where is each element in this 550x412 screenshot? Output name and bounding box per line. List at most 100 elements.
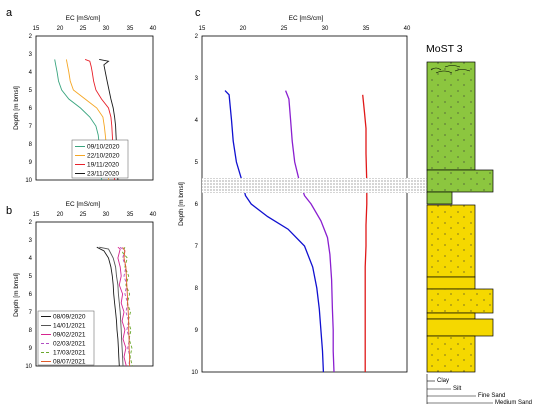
panel-c-y-axis-label: Depth [m bmsl] — [178, 182, 185, 226]
log-layer-silt-lamination — [430, 65, 471, 74]
panel-c-y-tick: 4 — [195, 118, 199, 124]
panel-c-y-tick: 2 — [195, 34, 199, 40]
panel-a-y-axis-label: Depth [m bmsl] — [13, 86, 20, 130]
panel-b-y-tick: 10 — [25, 364, 32, 370]
panel-a-y-tick: 10 — [25, 178, 32, 184]
legend-entry: 09/02/2021 — [53, 332, 86, 339]
log-layer-medium-sand-1-texture — [427, 289, 493, 313]
panel-c-x-axis-label: EC [mS/cm] — [289, 15, 324, 22]
legend-entry: 14/01/2021 — [53, 323, 86, 330]
legend-entry: 08/09/2020 — [53, 314, 86, 321]
panel-b-x-tick: 20 — [57, 212, 64, 218]
legend-entry: 22/10/2020 — [87, 153, 120, 160]
panel-c-y-tick: 6 — [195, 202, 199, 208]
panel-label-b: b — [6, 205, 12, 217]
panel-a-x-tick: 15 — [33, 26, 40, 32]
panel-a: a EC [mS/cm] 15 20 25 30 35 40 2 3 4 5 6… — [6, 7, 157, 184]
log-layer-sand-4-texture — [427, 336, 475, 372]
panel-b-y-tick: 4 — [29, 256, 33, 262]
log-layer-medium-sand-2 — [426, 318, 494, 337]
panel-a-frame — [35, 35, 154, 181]
panel-b-x-tick: 15 — [33, 212, 40, 218]
panel-c-y-tick: 7 — [195, 244, 199, 250]
grain-label-fine-sand: Fine Sand — [478, 393, 505, 399]
panel-a-x-tick: 25 — [80, 26, 87, 32]
panel-c-x-tick: 20 — [240, 26, 247, 32]
panel-a-y-tick: 5 — [29, 88, 33, 94]
legend-entry: 02/03/2021 — [53, 341, 86, 348]
panel-a-x-tick: 40 — [150, 26, 157, 32]
log-layer-silt-texture — [427, 62, 475, 170]
log-layer-silt-thin — [426, 191, 453, 205]
log-layer-sand-3 — [426, 312, 476, 320]
panel-c-x-tick: 15 — [199, 26, 206, 32]
panel-c-y-tick: 8 — [195, 286, 199, 292]
series-line-b-0 — [96, 246, 120, 367]
panel-b-y-tick: 3 — [29, 238, 33, 244]
series-line-c-0 — [224, 90, 325, 373]
legend-entry: 17/03/2021 — [53, 350, 86, 357]
panel-b-x-tick: 40 — [150, 212, 157, 218]
panel-c-y-tick: 3 — [195, 76, 199, 82]
panel-b-y-tick: 8 — [29, 328, 33, 334]
panel-a-x-axis-label: EC [mS/cm] — [66, 15, 101, 22]
log-layer-sand-1-texture — [427, 205, 475, 277]
panel-label-c: c — [195, 7, 201, 19]
legend-entry: 08/07/2021 — [53, 359, 86, 366]
panel-a-y-tick: 6 — [29, 106, 33, 112]
log-title: MoST 3 — [426, 43, 463, 55]
panel-c-x-tick: 40 — [404, 26, 411, 32]
panel-c-x-tick: 35 — [363, 26, 370, 32]
panel-c: c EC [mS/cm] 15 20 25 30 35 40 2 3 4 5 6… — [178, 7, 411, 376]
lithology-log: MoST 3 Clay Silt Fine Sand Medium Sand — [426, 43, 532, 406]
panel-a-y-tick: 9 — [29, 160, 33, 166]
panel-b: b EC [mS/cm] 15 20 25 30 35 40 2 3 4 5 6… — [6, 201, 157, 370]
panel-b-y-tick: 5 — [29, 274, 33, 280]
panel-c-marks — [224, 90, 368, 373]
panel-a-x-tick: 20 — [57, 26, 64, 32]
panel-b-legend: 08/09/2020 14/01/2021 09/02/2021 02/03/2… — [37, 310, 95, 366]
panel-b-x-tick: 30 — [103, 212, 110, 218]
panel-b-x-tick: 25 — [80, 212, 87, 218]
panel-b-y-tick: 6 — [29, 292, 33, 298]
panel-c-x-tick: 25 — [281, 26, 288, 32]
panel-b-frame — [35, 221, 154, 367]
series-line-b-2 — [117, 246, 127, 367]
legend-entry: 09/10/2020 — [87, 144, 120, 151]
grain-label-medium-sand: Medium Sand — [495, 400, 532, 406]
panel-a-legend: 09/10/2020 22/10/2020 19/11/2020 23/11/2… — [71, 139, 129, 179]
log-layer-fine-sand-green-texture — [427, 170, 493, 192]
panel-b-y-tick: 2 — [29, 220, 33, 226]
panel-c-x-tick: 30 — [322, 26, 329, 32]
panel-b-x-tick: 35 — [127, 212, 134, 218]
legend-entry: 23/11/2020 — [87, 171, 119, 178]
panel-a-y-tick: 3 — [29, 52, 33, 58]
log-layer-sand-2 — [426, 276, 476, 290]
panel-a-x-tick: 35 — [127, 26, 134, 32]
panel-c-frame — [201, 35, 408, 373]
panel-a-y-tick: 8 — [29, 142, 33, 148]
grain-label-clay: Clay — [437, 378, 449, 384]
panel-b-y-tick: 7 — [29, 310, 33, 316]
panel-b-marks — [96, 246, 133, 367]
panel-b-y-axis-label: Depth [m bmsl] — [13, 273, 20, 317]
legend-entry: 19/11/2020 — [87, 162, 119, 169]
series-line-b-5 — [122, 246, 131, 366]
panel-c-y-tick: 9 — [195, 328, 199, 334]
series-line-b-1 — [99, 246, 124, 367]
stippled-band — [202, 178, 427, 193]
series-line-c-2 — [362, 94, 368, 372]
panel-a-x-tick: 30 — [103, 26, 110, 32]
panel-a-y-tick: 4 — [29, 70, 33, 76]
panel-a-y-tick: 2 — [29, 34, 33, 40]
panel-b-x-axis-label: EC [mS/cm] — [66, 201, 101, 208]
panel-c-y-tick: 10 — [191, 370, 198, 376]
panel-label-a: a — [6, 7, 13, 19]
series-line-c-1 — [284, 90, 335, 373]
panel-b-y-tick: 9 — [29, 346, 33, 352]
grain-label-silt: Silt — [453, 386, 462, 392]
panel-c-y-tick: 5 — [195, 160, 199, 166]
panel-a-y-tick: 7 — [29, 124, 33, 130]
grain-size-scale: Clay Silt Fine Sand Medium Sand — [426, 374, 532, 406]
